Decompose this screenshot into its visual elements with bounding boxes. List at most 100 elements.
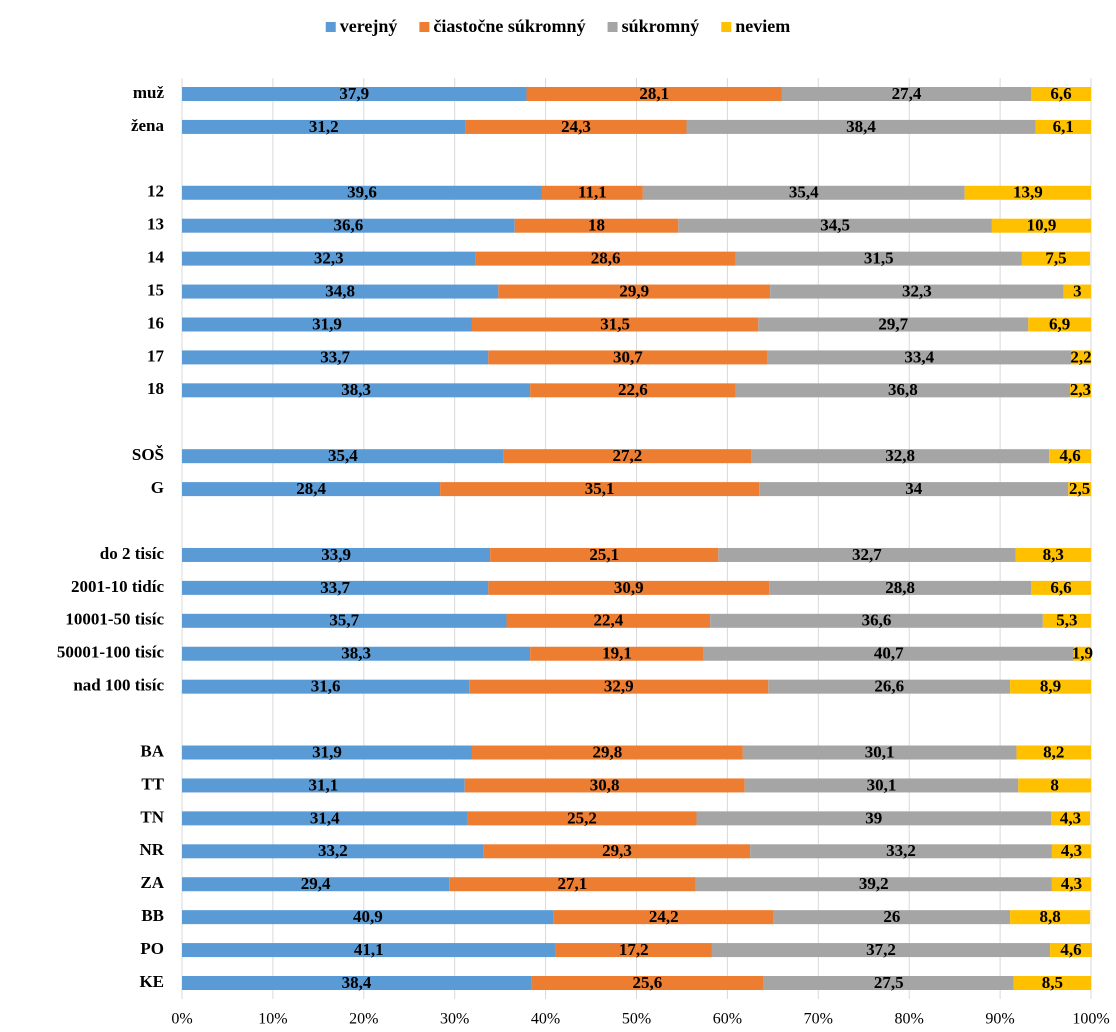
bar-segment [483, 844, 751, 859]
bar-segment [1035, 119, 1091, 134]
data-label: 31,1 [308, 775, 338, 794]
category-label: TN [140, 807, 164, 826]
data-label: 32,7 [852, 545, 882, 564]
bar-segment [696, 811, 1052, 826]
data-label: 26,6 [874, 677, 904, 696]
bar-segment [449, 877, 696, 892]
data-label: 30,1 [867, 775, 897, 794]
bar-segment [735, 251, 1022, 266]
data-label: 8,9 [1040, 677, 1061, 696]
bar-segment [467, 811, 697, 826]
bar-segment [964, 185, 1091, 200]
bar-segment [182, 284, 499, 299]
data-label: 30,7 [613, 347, 643, 366]
bar-segment [1031, 87, 1091, 101]
category-label: SOŠ [132, 445, 164, 464]
bar-segment [514, 218, 679, 233]
bar-segment [768, 679, 1011, 694]
bar-segment [182, 547, 491, 562]
x-tick-label: 50% [622, 1011, 651, 1028]
data-label: 33,9 [321, 545, 351, 564]
data-label: 38,4 [846, 117, 876, 136]
bar-segment [182, 679, 470, 694]
bar-segment [710, 613, 1043, 628]
x-tick-label: 40% [531, 1011, 560, 1028]
bar-segment [1049, 449, 1091, 464]
data-label: 38,4 [342, 973, 372, 992]
data-label: 34,8 [325, 281, 355, 300]
bar-segment [1013, 976, 1091, 990]
legend-label: neviem [735, 16, 790, 36]
data-label: 33,7 [320, 347, 350, 366]
bar-segment [182, 482, 441, 497]
bar-segment [695, 877, 1052, 892]
bar-segment [773, 910, 1011, 925]
data-label: 31,5 [600, 314, 630, 333]
bar-segment [182, 580, 489, 595]
data-label: 35,7 [329, 611, 359, 630]
bar-segment [475, 251, 736, 266]
data-label: 31,4 [310, 808, 340, 827]
data-label: 8,5 [1042, 973, 1063, 992]
bar-segment [488, 350, 768, 365]
data-label: 27,1 [558, 874, 588, 893]
category-label: TT [141, 774, 164, 793]
bar-segment [506, 613, 711, 628]
bar-segment [703, 646, 1074, 661]
data-label: 33,2 [886, 841, 916, 860]
data-label: 25,6 [633, 973, 663, 992]
bar-segment [1015, 547, 1091, 562]
data-label: 40,7 [874, 644, 904, 663]
x-tick-label: 0% [171, 1011, 192, 1028]
legend-swatch [607, 22, 618, 32]
bar-segment [541, 185, 643, 200]
bar-segment [763, 976, 1014, 990]
data-label: 33,7 [320, 578, 350, 597]
data-label: 8,3 [1043, 545, 1064, 564]
bar-segment [182, 877, 450, 892]
data-label: 27,2 [613, 446, 643, 465]
data-label: 2,5 [1069, 479, 1090, 498]
data-label: 30,8 [590, 775, 620, 794]
data-label: 6,6 [1050, 84, 1071, 103]
category-label: 14 [147, 248, 165, 267]
data-label: 7,5 [1045, 249, 1066, 268]
legend-label: verejný [340, 16, 398, 36]
category-label: 2001-10 tidíc [71, 577, 164, 596]
bar-segment [531, 976, 764, 990]
category-label: 18 [147, 379, 164, 398]
category-label: PO [140, 939, 164, 958]
bar-segment [758, 317, 1029, 332]
bar-segment [750, 844, 1052, 859]
data-label: 38,3 [341, 644, 371, 663]
data-label: 6,6 [1050, 578, 1071, 597]
bar-segment [1051, 844, 1091, 859]
category-label: žena [131, 116, 165, 135]
data-label: 39 [865, 808, 882, 827]
data-label: 2,2 [1070, 347, 1091, 366]
category-label: nad 100 tisíc [73, 676, 164, 695]
legend-swatch [419, 22, 430, 32]
bar-segment [498, 284, 771, 299]
bar-segment [182, 185, 542, 200]
data-label: 35,4 [328, 446, 358, 465]
bar-segment [182, 778, 465, 793]
bar-segment [490, 547, 719, 562]
bar-segment [642, 185, 965, 200]
data-label: 25,1 [589, 545, 619, 564]
data-label: 28,4 [296, 479, 326, 498]
data-label: 37,2 [866, 940, 896, 959]
data-label: 5,3 [1056, 611, 1077, 630]
data-label: 1,9 [1072, 644, 1093, 663]
category-label: ZA [140, 873, 164, 892]
bar-segment [678, 218, 992, 233]
data-label: 27,4 [892, 84, 922, 103]
data-label: 22,4 [593, 611, 623, 630]
data-label: 38,3 [341, 380, 371, 399]
bar-segment [182, 119, 466, 134]
bar-segment [1016, 745, 1091, 760]
data-label: 36,6 [333, 216, 363, 235]
data-label: 31,6 [311, 677, 341, 696]
x-tick-label: 100% [1072, 1011, 1109, 1028]
data-label: 34 [905, 479, 923, 498]
